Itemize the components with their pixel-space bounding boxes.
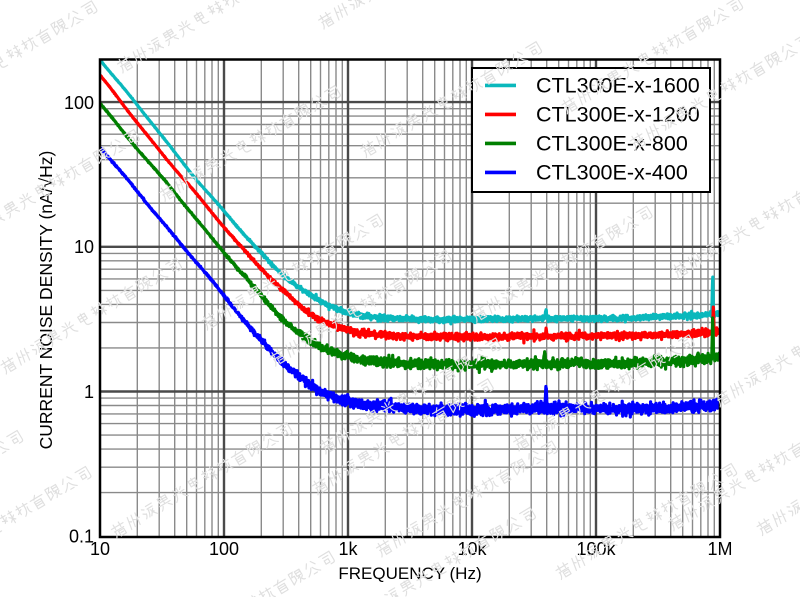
svg-text:1k: 1k	[338, 539, 358, 559]
svg-text:10: 10	[74, 237, 94, 257]
svg-text:100k: 100k	[576, 539, 616, 559]
svg-text:CURRENT NOISE DENSITY (nA/√Hz): CURRENT NOISE DENSITY (nA/√Hz)	[36, 151, 56, 450]
svg-text:CTL300E-x-400: CTL300E-x-400	[536, 161, 688, 185]
svg-text:1M: 1M	[707, 539, 732, 559]
svg-text:100: 100	[209, 539, 239, 559]
svg-text:FREQUENCY (Hz): FREQUENCY (Hz)	[338, 564, 481, 583]
svg-text:1: 1	[84, 382, 94, 402]
svg-text:10: 10	[90, 539, 110, 559]
svg-text:CTL300E-x-1200: CTL300E-x-1200	[536, 103, 700, 127]
svg-text:0.1: 0.1	[69, 527, 94, 547]
svg-text:CTL300E-x-800: CTL300E-x-800	[536, 132, 688, 156]
svg-text:100: 100	[64, 93, 94, 113]
